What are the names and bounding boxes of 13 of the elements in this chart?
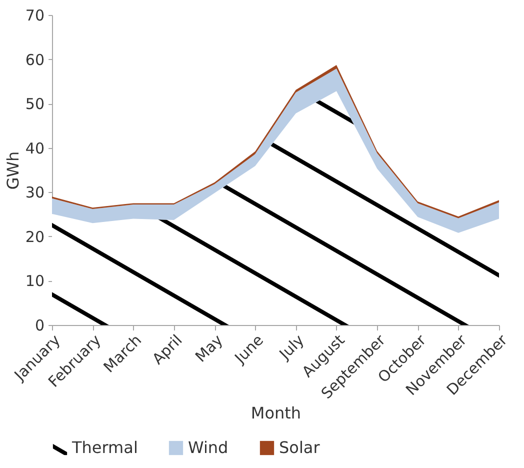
y-tick-label: 70: [25, 6, 44, 24]
y-tick-label: 30: [25, 184, 44, 202]
y-tick-label: 20: [25, 228, 44, 246]
y-tick-label: 60: [25, 50, 44, 69]
y-tick-label: 0: [34, 316, 44, 334]
x-axis-title: Month: [250, 404, 302, 423]
legend-label: Wind: [188, 438, 228, 457]
y-tick-label: 10: [25, 272, 44, 290]
legend-label: Solar: [279, 438, 320, 457]
y-axis-title: GWh: [3, 151, 22, 190]
y-tick-label: 40: [25, 139, 44, 158]
legend-label: Thermal: [71, 438, 138, 457]
y-tick-label: 50: [25, 95, 44, 114]
